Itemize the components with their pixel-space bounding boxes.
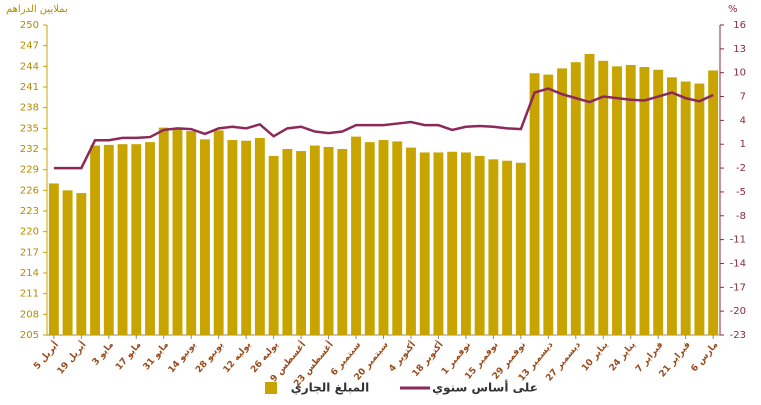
y-tick-label: 250 — [20, 20, 39, 31]
bar — [131, 144, 142, 335]
y2-tick-label: 16 — [733, 20, 746, 31]
bar — [103, 144, 114, 335]
bar — [364, 142, 375, 335]
y2-tick-label: -8 — [736, 211, 746, 222]
x-tick-label: 3 مايو — [91, 340, 116, 367]
y2-tick-label: 1 — [740, 139, 746, 150]
bar — [282, 149, 293, 335]
bar — [557, 68, 567, 336]
bar — [392, 141, 403, 335]
legend-label: المبلغ الجاري — [291, 381, 370, 395]
bar — [323, 146, 334, 335]
x-tick-label: 14 يونيو — [167, 340, 199, 375]
y-axis-label: بملايين الدراهم — [6, 4, 68, 15]
bar — [186, 131, 197, 335]
bar — [145, 142, 155, 335]
bar — [639, 67, 650, 336]
bar — [117, 144, 128, 335]
bar — [694, 83, 705, 335]
bar — [419, 152, 430, 335]
bar — [433, 152, 444, 335]
bar — [666, 77, 677, 335]
x-tick-label: 5 أبريل — [31, 339, 61, 372]
x-tick-label: 10 يناير — [580, 340, 610, 373]
bar — [254, 137, 265, 335]
y2-tick-label: -23 — [730, 330, 746, 341]
y2-tick-label: -2 — [736, 163, 746, 174]
bar — [515, 162, 526, 335]
y-tick-label: 220 — [20, 227, 39, 238]
bar — [625, 64, 636, 335]
x-tick-label: 12 يوليه — [222, 340, 254, 375]
bar — [570, 62, 581, 335]
bar — [447, 151, 458, 335]
y2-tick-label: 4 — [740, 115, 746, 126]
bar — [172, 128, 183, 335]
y2-tick-label: 10 — [733, 68, 746, 79]
y2-tick-label: -14 — [730, 258, 746, 269]
bar — [653, 69, 664, 336]
bar — [584, 53, 595, 335]
y-tick-label: 214 — [20, 268, 39, 279]
bar — [378, 140, 389, 335]
y2-tick-label: -20 — [730, 306, 746, 317]
bar — [708, 70, 719, 335]
y-tick-label: 217 — [20, 247, 39, 258]
y2-tick-label: 7 — [740, 92, 746, 103]
y-tick-label: 241 — [20, 82, 39, 93]
bar — [200, 139, 210, 335]
x-tick-label: 19 أبريل — [54, 339, 88, 377]
legend-label: على أساس سنوي — [432, 380, 538, 396]
y-tick-label: 232 — [20, 144, 39, 155]
y-tick-label: 208 — [20, 309, 39, 320]
y-tick-label: 238 — [20, 103, 39, 114]
bar — [268, 155, 279, 335]
bar — [213, 130, 224, 335]
line — [53, 87, 714, 170]
bar — [460, 152, 471, 335]
legend-swatch — [265, 382, 277, 394]
bar — [90, 145, 101, 335]
bar — [62, 190, 73, 335]
y2-tick-label: -5 — [736, 187, 746, 198]
y2-axis-label: % — [728, 4, 738, 15]
bar — [76, 193, 87, 335]
bar — [158, 127, 169, 336]
y2-tick-label: 13 — [733, 44, 746, 55]
bar — [612, 66, 622, 335]
x-tick-label: 28 يونيو — [194, 340, 226, 375]
bar — [296, 151, 307, 335]
y2-tick-label: -17 — [730, 282, 746, 293]
y-tick-label: 235 — [20, 123, 39, 134]
x-tick-label: 17 مايو — [114, 340, 143, 372]
y-tick-label: 247 — [20, 41, 39, 52]
y2-tick-label: -11 — [730, 235, 746, 246]
y-tick-label: 229 — [20, 165, 39, 176]
bar — [48, 183, 59, 335]
bar — [474, 155, 485, 335]
bar — [351, 136, 361, 335]
bar — [406, 147, 416, 335]
bar — [309, 145, 320, 335]
bar — [529, 73, 540, 335]
y-tick-label: 244 — [20, 61, 39, 72]
x-tick-label: 6 مارس — [690, 340, 721, 374]
bar — [543, 74, 554, 335]
y-tick-label: 211 — [20, 289, 39, 300]
bar — [488, 159, 499, 335]
y-tick-label: 226 — [20, 185, 39, 196]
bar — [598, 60, 609, 335]
bar — [227, 140, 238, 335]
y-tick-label: 205 — [20, 330, 39, 341]
bar — [502, 160, 513, 335]
y-tick-label: 223 — [20, 206, 39, 217]
bar — [241, 140, 252, 335]
bar — [337, 149, 348, 335]
bar — [680, 81, 691, 335]
